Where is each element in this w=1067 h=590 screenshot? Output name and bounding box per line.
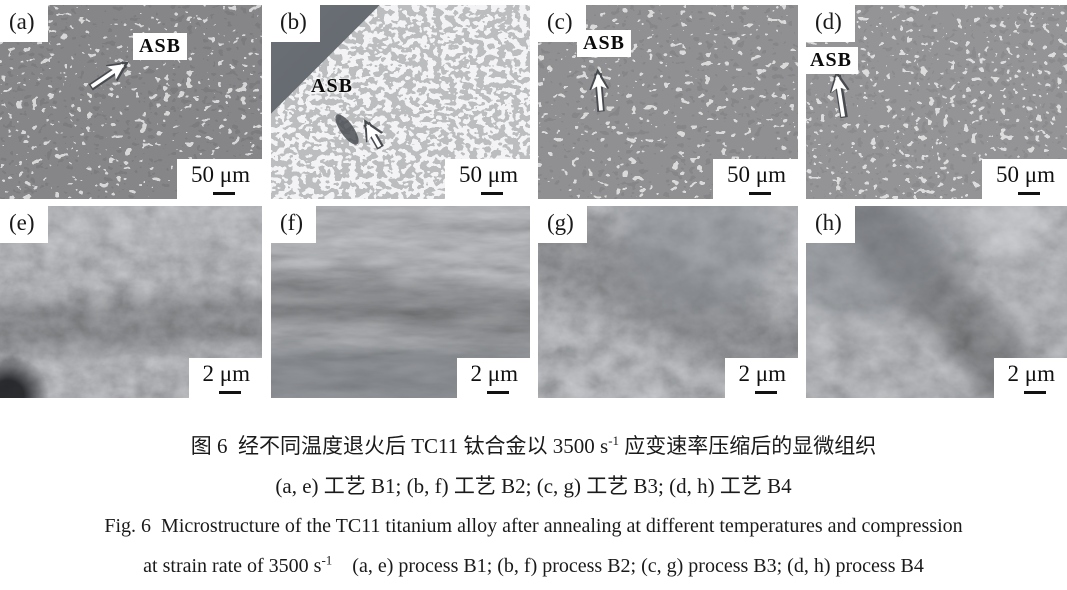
caption-line-en-title: Fig. 6 Microstructure of the TC11 titani… [104, 515, 963, 537]
scale-bar: 2 μm [456, 358, 530, 398]
scale-bar-line [212, 192, 235, 195]
asb-arrow-icon [538, 5, 798, 112]
scale-bar-label: 2 μm [1007, 361, 1055, 386]
scale-bar-label: 50 μm [727, 162, 786, 187]
scale-bar-label: 2 μm [470, 361, 518, 386]
asb-annotation: ASB [806, 47, 858, 74]
asb-arrow-icon [806, 5, 1067, 119]
sem-panel-f: (f) 2 μm [271, 206, 530, 398]
panel-label: (b) [271, 5, 320, 42]
asb-arrow-icon [363, 5, 530, 150]
micrograph-panel-b: (b) ASB 50 μm [271, 5, 530, 199]
scale-bar-line [1017, 192, 1040, 195]
micrograph-panel-a: (a) ASB 50 μm [0, 5, 262, 199]
micrograph-panel-d: (d) ASB 50 μm [806, 5, 1067, 199]
scale-bar: 50 μm [177, 159, 262, 199]
asb-annotation: ASB [311, 75, 353, 97]
micrograph-figure-grid: (a) ASB 50 μm (b) ASB 50 μm (c) ASB [0, 5, 1067, 398]
scale-bar-line [219, 391, 242, 394]
scale-bar: 2 μm [724, 358, 798, 398]
figure-caption: 图 6 经不同温度退火后 TC11 钛合金以 3500 s-1 应变速率压缩后的… [0, 400, 1067, 586]
scale-bar-label: 2 μm [738, 361, 786, 386]
asb-annotation: ASB [133, 33, 187, 60]
scale-bar-line [1024, 391, 1047, 394]
caption-line-en-subitems: at strain rate of 3500 s-1 (a, e) proces… [143, 552, 924, 577]
panel-label: (a) [0, 5, 48, 42]
scale-bar-line [480, 192, 503, 195]
panel-label: (e) [0, 206, 48, 243]
sem-panel-g: (g) 2 μm [538, 206, 798, 398]
scale-bar-line [755, 391, 778, 394]
asb-annotation: ASB [577, 30, 631, 57]
scale-bar: 50 μm [982, 159, 1067, 199]
scale-bar-label: 2 μm [202, 361, 250, 386]
scale-bar: 50 μm [713, 159, 798, 199]
scale-bar-label: 50 μm [191, 162, 250, 187]
scale-bar: 2 μm [993, 358, 1067, 398]
panel-label: (h) [806, 206, 855, 243]
sem-panel-h: (h) 2 μm [806, 206, 1067, 398]
scale-bar-line [487, 391, 510, 394]
asb-arrow-icon [88, 61, 262, 91]
sem-panel-e: (e) 2 μm [0, 206, 262, 398]
scale-bar-label: 50 μm [996, 162, 1055, 187]
caption-line-zh-subitems: (a, e) 工艺 B1; (b, f) 工艺 B2; (c, g) 工艺 B3… [275, 474, 792, 498]
scale-bar-label: 50 μm [459, 162, 518, 187]
scale-bar: 2 μm [188, 358, 262, 398]
panel-label: (d) [806, 5, 855, 42]
scale-bar: 50 μm [445, 159, 530, 199]
scale-bar-line [748, 192, 771, 195]
panel-label: (f) [271, 206, 316, 243]
caption-line-zh-title: 图 6 经不同温度退火后 TC11 钛合金以 3500 s-1 应变速率压缩后的… [190, 433, 877, 458]
micrograph-panel-c: (c) ASB 50 μm [538, 5, 798, 199]
panel-label: (g) [538, 206, 587, 243]
